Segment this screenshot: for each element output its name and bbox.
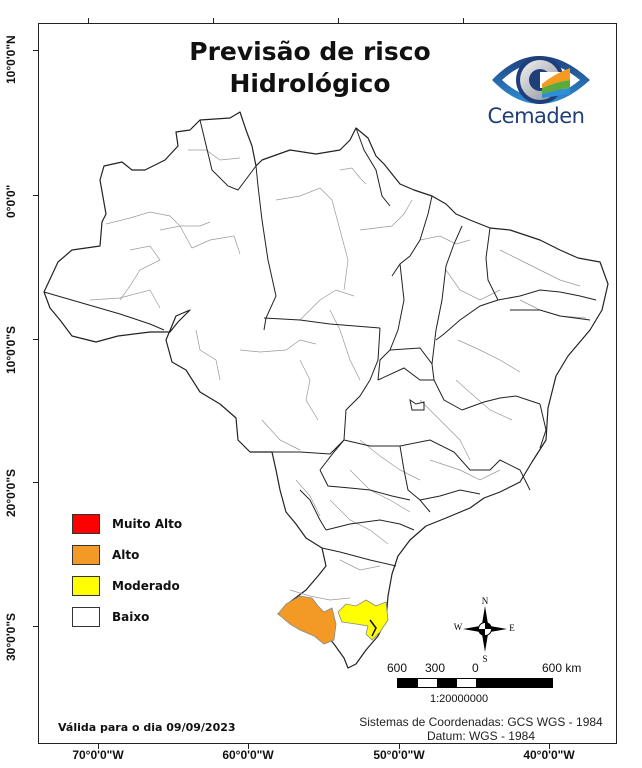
tick-left-0 — [33, 195, 38, 196]
legend-item-muito-alto: Muito Alto — [72, 508, 182, 539]
validity-date: Válida para o dia 09/09/2023 — [58, 721, 236, 734]
tick-top-50w — [338, 18, 339, 23]
legend-swatch-muito-alto — [72, 513, 100, 534]
alto-region-rs-southwest — [277, 595, 337, 645]
lon-label-60w: 60°0'0"W — [222, 748, 274, 762]
compass-s: S — [482, 654, 487, 664]
scale-ratio: 1:20000000 — [430, 693, 489, 705]
coordinate-system-info: Sistemas de Coordenadas: GCS WGS - 1984 … — [346, 715, 616, 743]
legend-item-baixo: Baixo — [72, 601, 182, 632]
legend-swatch-alto — [72, 544, 100, 565]
compass-w: W — [454, 622, 463, 632]
tick-bottom-50w — [399, 744, 400, 749]
datum-line: Datum: WGS - 1984 — [426, 729, 536, 743]
lon-label-70w: 70°0'0"W — [72, 748, 124, 762]
tick-left-10s — [33, 339, 38, 340]
legend: Muito Alto Alto Moderado Baixo — [72, 508, 182, 632]
legend-swatch-baixo — [72, 606, 100, 627]
legend-item-alto: Alto — [72, 539, 182, 570]
tick-left-10n — [33, 50, 38, 51]
tick-bottom-60w — [248, 744, 249, 749]
tick-top-60w — [213, 18, 214, 23]
tick-top-40w — [463, 18, 464, 23]
title-line-2: Hidrológico — [229, 69, 391, 98]
cemaden-eye-logo-icon — [492, 56, 590, 104]
legend-item-moderado: Moderado — [72, 570, 182, 601]
tick-left-30s — [33, 626, 38, 627]
cemaden-logo-text: Cemaden — [487, 104, 585, 128]
scale-bar — [397, 678, 553, 688]
legend-label-baixo: Baixo — [112, 609, 150, 624]
scale-label-300: 300 — [425, 661, 446, 675]
state-borders — [43, 119, 597, 567]
legend-swatch-moderado — [72, 575, 100, 596]
compass-n: N — [482, 596, 489, 606]
map-title: Previsão de risco Hidrológico — [160, 36, 460, 100]
compass-e: E — [509, 623, 515, 633]
scale-label-600-left: 600 — [387, 661, 408, 675]
lon-label-50w: 50°0'0"W — [373, 748, 425, 762]
risk-regions — [277, 595, 389, 645]
title-line-1: Previsão de risco — [189, 37, 431, 66]
legend-label-muito-alto: Muito Alto — [112, 516, 183, 531]
scale-label-600-km: 600 km — [542, 661, 582, 675]
tick-top-70w — [88, 18, 89, 23]
legend-label-moderado: Moderado — [112, 578, 180, 593]
tick-bottom-70w — [98, 744, 99, 749]
tick-bottom-40w — [549, 744, 550, 749]
brazil-outline — [43, 111, 609, 669]
scale-label-0: 0 — [472, 661, 479, 675]
north-arrow-compass-icon: N S W E — [454, 596, 516, 664]
coordinate-system-line: Sistemas de Coordenadas: GCS WGS - 1984 — [359, 715, 603, 729]
legend-label-alto: Alto — [112, 547, 140, 562]
tick-left-20s — [33, 482, 38, 483]
lon-label-40w: 40°0'0"W — [523, 748, 575, 762]
meso-region-borders — [89, 149, 587, 601]
